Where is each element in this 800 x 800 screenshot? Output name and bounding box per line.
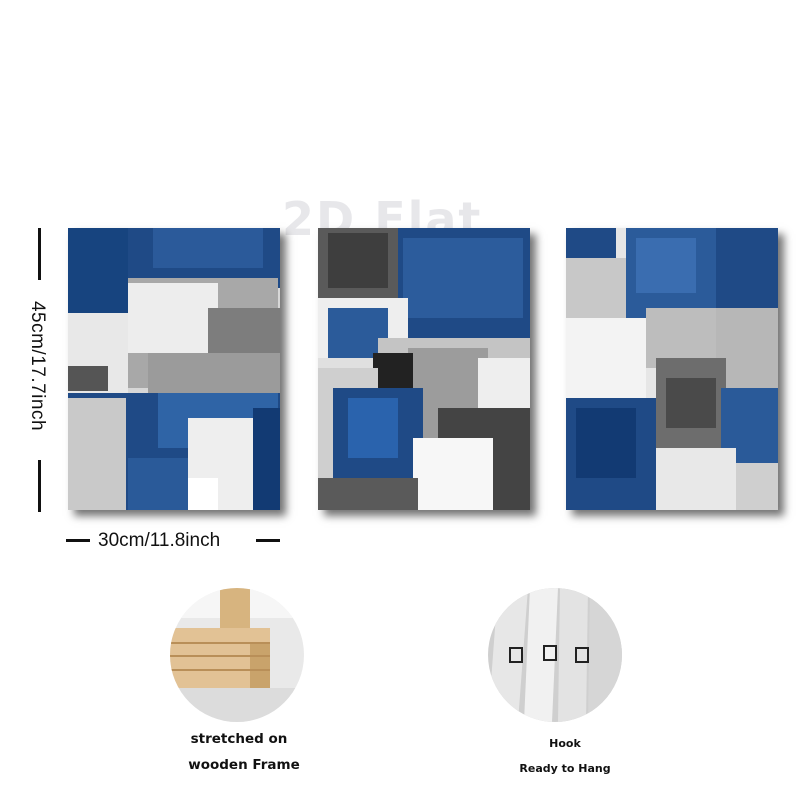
canvas-panel-left (68, 228, 280, 510)
wooden-frame-icon (170, 588, 304, 722)
canvas-panel-middle (318, 228, 530, 510)
frame-caption-line2: wooden Frame (188, 757, 300, 773)
height-dimension-line-bottom (38, 460, 41, 512)
height-dimension-label: 45cm/17.7inch (27, 300, 48, 432)
width-dimension-line-right (256, 539, 280, 542)
frame-caption-line1: stretched on (190, 731, 288, 747)
wooden-frame-closeup-image (170, 588, 304, 722)
hook-caption-line2: Ready to Hang (519, 762, 611, 775)
abstract-painting-right (566, 228, 778, 510)
hook-icon (488, 588, 622, 722)
width-dimension-line-left (66, 539, 90, 542)
abstract-painting-left (68, 228, 280, 510)
canvas-panel-right (566, 228, 778, 510)
abstract-painting-middle (318, 228, 530, 510)
height-dimension-line-top (38, 228, 41, 280)
hook-closeup-image (488, 588, 622, 722)
hook-caption-line1: Hook (549, 737, 581, 750)
width-dimension-label: 30cm/11.8inch (98, 530, 221, 551)
